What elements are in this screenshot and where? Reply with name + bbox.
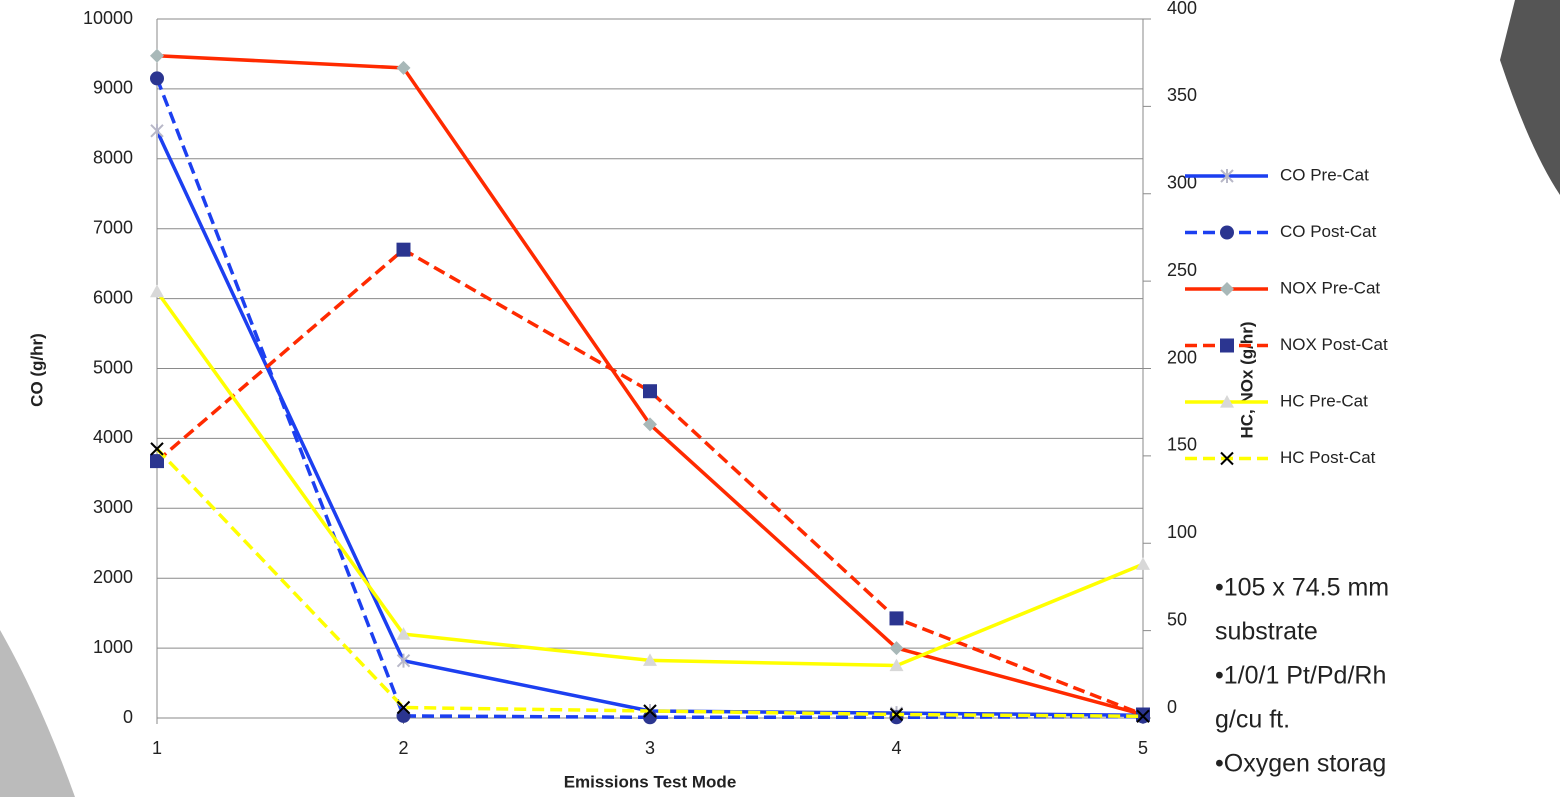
marker (396, 242, 411, 257)
marker (396, 627, 411, 640)
marker (889, 658, 904, 672)
y-tick-label: 4000 (93, 427, 133, 447)
marker (396, 60, 411, 75)
marker (1220, 225, 1234, 240)
marker (1136, 557, 1150, 570)
marker (1220, 338, 1234, 353)
marker (889, 641, 904, 656)
y-tick-label: 0 (123, 707, 133, 727)
y-tick-label: 2000 (93, 567, 133, 587)
y2-tick-label: 150 (1167, 435, 1197, 455)
marker (396, 700, 411, 715)
marker (150, 48, 164, 63)
note-text: substrate (1215, 618, 1318, 646)
y-tick-label: 10000 (83, 8, 133, 28)
marker (1136, 707, 1150, 722)
y2-tick-label: 100 (1167, 522, 1197, 542)
y-tick-label: 6000 (93, 287, 133, 307)
y-tick-label: 8000 (93, 148, 133, 168)
marker (643, 417, 657, 432)
marker (889, 611, 904, 626)
y-tick-label: 3000 (93, 497, 133, 517)
marker (643, 384, 657, 399)
background-decoration (0, 630, 75, 797)
series-line (155, 247, 1144, 717)
background-decoration (1500, 0, 1560, 195)
y2-tick-label: 250 (1167, 260, 1197, 280)
marker (1220, 451, 1234, 466)
marker (1220, 282, 1234, 296)
legend-label: HC Post-Cat (1280, 448, 1376, 467)
marker (1136, 709, 1150, 723)
marker (1220, 169, 1234, 183)
y-tick-label: 1000 (93, 637, 133, 657)
y2-tick-label: 0 (1167, 697, 1177, 717)
note-text: •1/0/1 Pt/Pd/Rh (1215, 662, 1386, 690)
x-axis-title: Emissions Test Mode (564, 772, 737, 791)
marker (643, 704, 657, 718)
note-text: g/cu ft. (1215, 706, 1290, 734)
y2-tick-label: 400 (1167, 0, 1197, 18)
legend-label: CO Pre-Cat (1280, 165, 1369, 184)
marker (150, 71, 164, 86)
marker (889, 707, 904, 722)
y2-tick-label: 50 (1167, 609, 1187, 629)
x-tick-label: 1 (152, 738, 162, 758)
marker (150, 284, 164, 298)
note-text: •105 x 74.5 mm (1215, 574, 1389, 602)
x-tick-label: 4 (891, 738, 901, 758)
y-tick-label: 7000 (93, 217, 133, 237)
marker (150, 123, 164, 138)
x-tick-label: 5 (1138, 738, 1148, 758)
legend-label: HC Pre-Cat (1280, 391, 1368, 410)
note-text: •Oxygen storag (1215, 750, 1386, 778)
marker (1220, 395, 1234, 408)
marker (150, 442, 164, 456)
y2-tick-label: 200 (1167, 347, 1197, 367)
series-line (155, 290, 1144, 668)
y2-tick-label: 350 (1167, 85, 1197, 105)
y-axis-title: CO (g/hr) (27, 333, 46, 407)
y-tick-label: 5000 (93, 357, 133, 377)
marker (643, 653, 657, 666)
legend-label: NOX Pre-Cat (1280, 278, 1380, 297)
legend-label: CO Post-Cat (1280, 222, 1377, 241)
y-tick-label: 9000 (93, 78, 133, 98)
y2-axis-title: HC, NOx (g/hr) (1237, 321, 1256, 438)
x-tick-label: 2 (398, 738, 408, 758)
x-tick-label: 3 (645, 738, 655, 758)
legend-label: NOX Post-Cat (1280, 335, 1388, 354)
marker (889, 710, 904, 725)
marker (150, 454, 164, 469)
marker (396, 653, 411, 668)
